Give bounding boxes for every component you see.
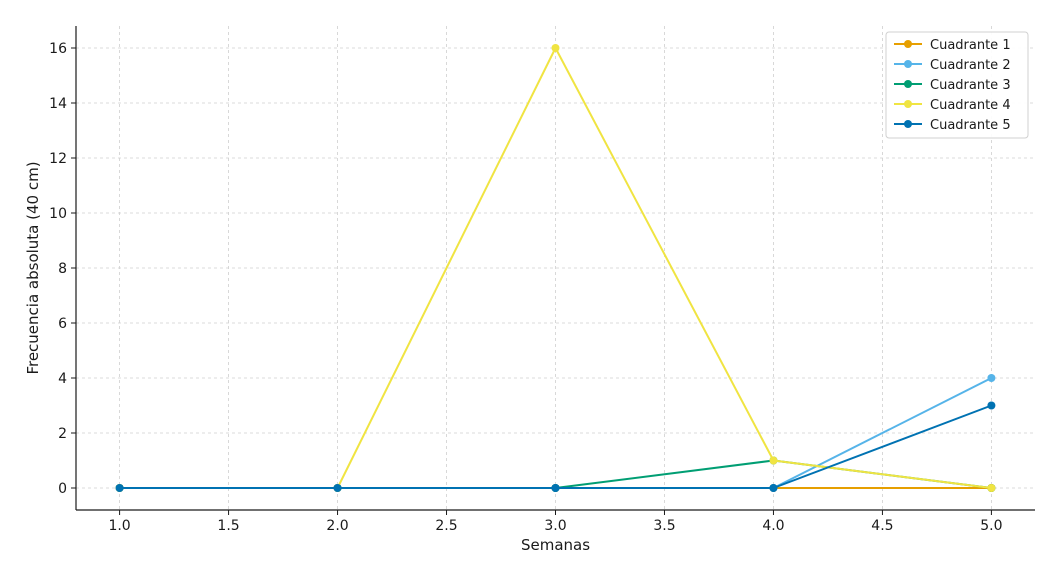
legend-item: Cuadrante 5	[894, 118, 1011, 133]
legend-swatch-marker	[904, 120, 912, 128]
data-point	[769, 456, 778, 465]
x-tick-label: 3.0	[544, 518, 566, 534]
y-tick-label: 14	[49, 96, 67, 112]
x-tick-label: 1.5	[217, 518, 239, 534]
legend-label: Cuadrante 4	[930, 98, 1011, 113]
y-axis-label: Frecuencia absoluta (40 cm)	[24, 161, 42, 374]
x-tick-label: 2.5	[435, 518, 457, 534]
x-tick-label: 5.0	[980, 518, 1002, 534]
legend-item: Cuadrante 1	[894, 38, 1011, 53]
data-point	[987, 484, 996, 492]
x-tick-label: 4.5	[871, 518, 893, 534]
data-point	[551, 484, 560, 492]
data-point	[551, 44, 560, 52]
y-tick-label: 4	[58, 371, 67, 387]
data-point	[987, 401, 996, 410]
legend-item: Cuadrante 2	[894, 58, 1011, 73]
legend-label: Cuadrante 5	[930, 118, 1011, 133]
series-5	[115, 401, 996, 492]
y-tick-label: 10	[49, 206, 67, 222]
legend: Cuadrante 1 Cuadrante 2 Cuadrante 3 Cuadran…	[885, 31, 1029, 139]
series-lines	[115, 44, 996, 492]
x-tick-label: 4.0	[762, 518, 784, 534]
x-tick-label: 1.0	[108, 518, 130, 534]
legend-item: Cuadrante 3	[894, 78, 1011, 93]
data-point	[987, 374, 996, 382]
y-tick-label: 8	[58, 261, 67, 277]
legend-label: Cuadrante 1	[930, 38, 1011, 53]
y-tick-label: 0	[58, 481, 67, 497]
y-tick-label: 16	[49, 41, 67, 57]
x-tick-label: 3.5	[653, 518, 675, 534]
y-tick-label: 6	[58, 316, 67, 332]
axes: 1.0 1.5 2.0 2.5 3.0 3.5 4.0 4.5 5.0 0 2 4 6 8 10 12 14 16	[49, 26, 1035, 534]
legend-swatch-marker	[904, 100, 912, 108]
data-point	[115, 484, 124, 492]
x-axis-label: Semanas	[521, 536, 590, 554]
legend-swatch-marker	[904, 40, 912, 48]
legend-label: Cuadrante 3	[930, 78, 1011, 93]
legend-swatch-marker	[904, 60, 912, 68]
legend-item: Cuadrante 4	[894, 98, 1011, 113]
legend-box	[885, 31, 1029, 139]
y-tick-label: 12	[49, 151, 67, 167]
data-point	[769, 484, 778, 492]
data-point	[333, 484, 342, 492]
x-tick-label: 2.0	[326, 518, 348, 534]
y-tick-label: 2	[58, 426, 67, 442]
legend-label: Cuadrante 2	[930, 58, 1011, 73]
legend-swatch-marker	[904, 80, 912, 88]
